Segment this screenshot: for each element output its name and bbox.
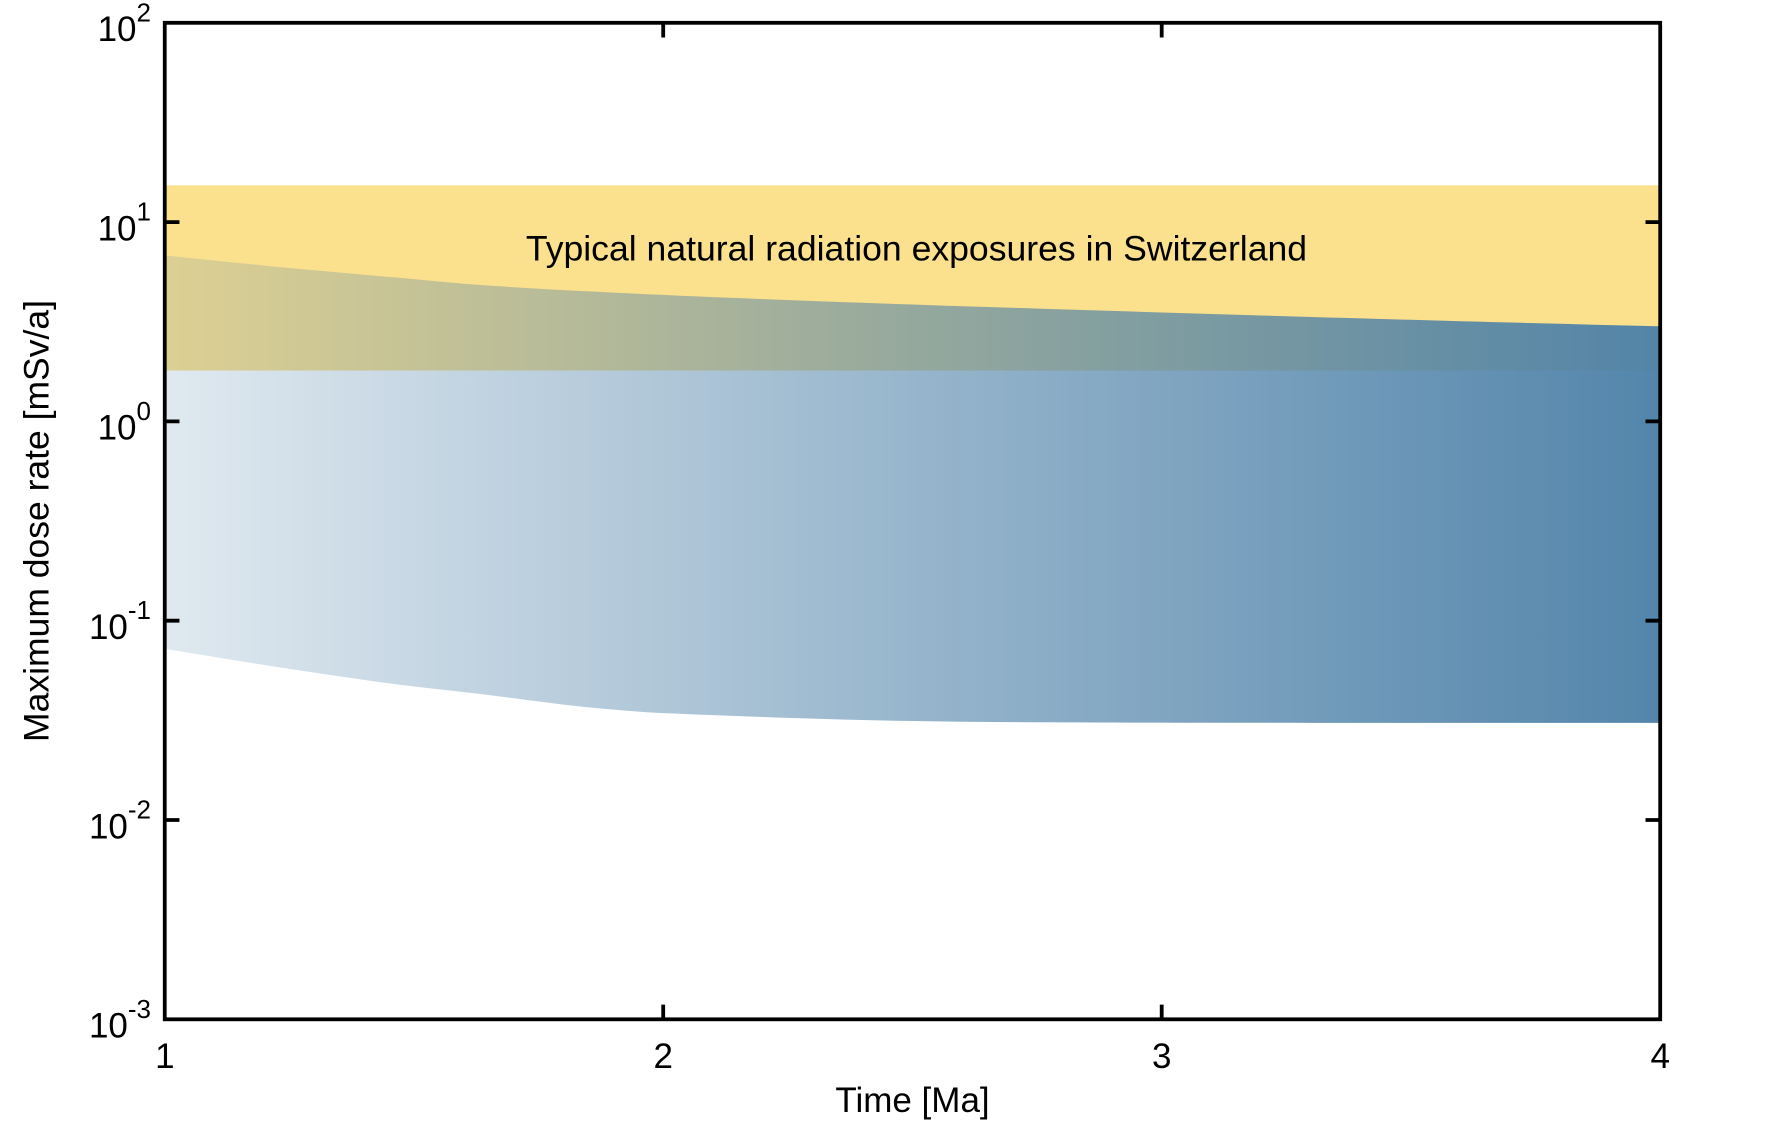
svg-text:2: 2 xyxy=(653,1037,672,1076)
svg-text:1: 1 xyxy=(155,1037,174,1076)
svg-text:Time [Ma]: Time [Ma] xyxy=(835,1081,989,1120)
svg-text:Maximum dose rate [mSv/a]: Maximum dose rate [mSv/a] xyxy=(17,300,57,742)
svg-text:3: 3 xyxy=(1152,1037,1171,1076)
svg-text:4: 4 xyxy=(1650,1037,1669,1076)
svg-text:Typical natural radiation expo: Typical natural radiation exposures in S… xyxy=(526,229,1307,269)
